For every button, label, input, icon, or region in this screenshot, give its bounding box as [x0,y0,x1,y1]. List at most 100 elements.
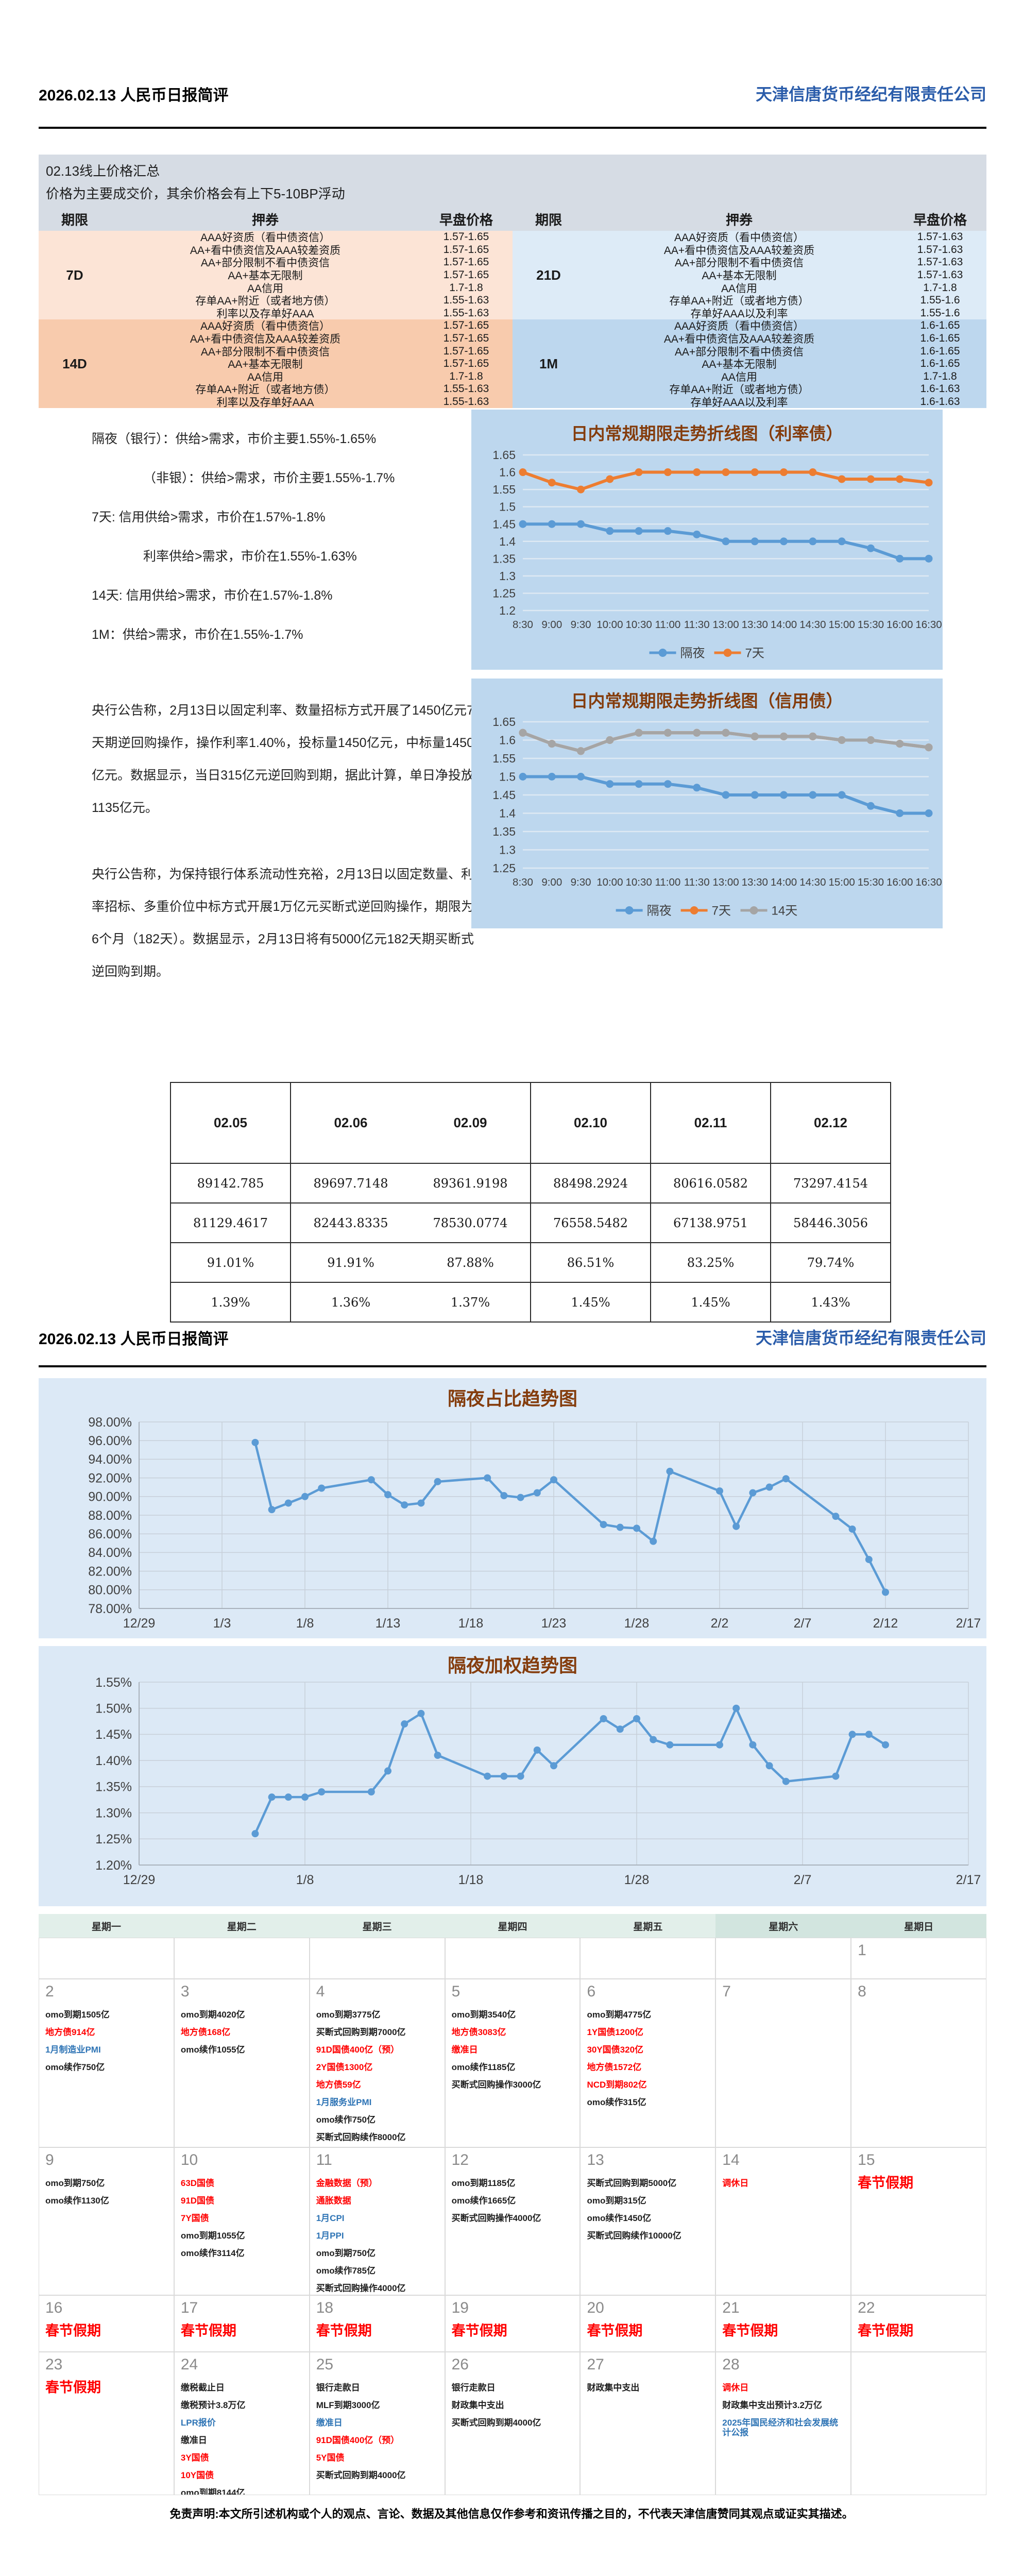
svg-text:13:30: 13:30 [742,876,768,888]
weekday-cell: 星期六 [715,1914,851,1938]
calendar-event: 2Y国债1300亿 [316,2062,373,2072]
overnight-wavg-trend-chart: 隔夜加权趋势图 1.55% 1.50% 1.45% 1.40% 1.35% 1.30% 1.2… [39,1646,986,1906]
price-table-half: 期限 押券 早盘价格 7D AAA好资质（看中债资信） 1.57-1.65 AA+看中债资信… [39,207,513,409]
calendar-event: omo到期3775亿 [316,2010,381,2020]
tenor-rows: AAA好资质（看中债资信） 1.57-1.65 AA+看中债资信及AAA较差资质 1.… [111,231,513,320]
collateral-desc: 存单AA+附近（或者地方债） [195,384,335,396]
morning-price: 1.6-1.63 [920,396,960,408]
calendar-cell: 25 银行走款日 MLF到期3000亿 缴准日 91D国债400亿（预） 5Y国债 买断式回… [309,2352,445,2495]
calendar-cell: 19 春节假期 [445,2295,581,2352]
calendar-event: omo到期315亿 [587,2196,646,2206]
price-tenor-block: 21D AAA好资质（看中债资信） 1.57-1.63 AA+看中债资信及AAA较差资… [513,231,986,320]
calendar-day-number: 17 [180,2299,198,2316]
svg-text:1/18: 1/18 [458,1873,484,1887]
calendar-event: 买断式回购到期7000亿 [316,2027,406,2037]
collateral-desc: AAA好资质（看中债资信） [200,232,331,244]
svg-text:隔夜占比趋势图: 隔夜占比趋势图 [448,1388,577,1409]
calendar-day-number: 5 [451,1983,461,2000]
weekday-cell: 星期一 [39,1914,174,1938]
page1-header: 2026.02.13 人民币日报简评 天津信唐货币经纪有限责任公司 [39,81,986,105]
calendar-cell: 12 omo到期1185亿 omo续作1665亿 买断式回购操作4000亿 [445,2147,581,2295]
svg-text:2/7: 2/7 [794,1873,812,1887]
collateral-desc: AA+部分限制不看中债资信 [200,346,330,358]
svg-text:1.55: 1.55 [492,752,516,765]
calendar-cell: 2 omo到期1505亿 地方债914亿 1月制造业PMI omo续作750亿 [39,1979,174,2147]
summary-cell: 67138.9751 [650,1202,771,1243]
calendar-day-number: 21 [722,2299,740,2316]
price-col-header: 押券 [251,212,279,228]
summary-data-row: 91.01% 91.91% 87.88% 86.51% 83.25% 79.74% [170,1242,891,1283]
svg-text:2/7: 2/7 [794,1616,812,1631]
calendar-day-number: 27 [587,2356,604,2373]
price-col-header: 早盘价格 [439,212,493,228]
pboc-paragraph: 央行公告称，为保持银行体系流动性充裕，2月13日以固定数量、利率招标、多重价位中… [92,867,474,979]
calendar-cell: 14 调休日 [715,2147,851,2295]
calendar-event: 63D国债 [180,2178,215,2188]
summary-cell: 82443.8335 [290,1202,411,1243]
calendar-event: omo续作785亿 [316,2266,376,2276]
svg-text:1/28: 1/28 [624,1873,650,1887]
svg-text:12/29: 12/29 [123,1873,156,1887]
calendar-event: 地方债168亿 [180,2027,231,2037]
price-summary-table: 02.13线上价格汇总 价格为主要成交价，其余价格会有上下5-10BP浮动 期限… [39,155,986,409]
calendar-event: 买断式回购到期5000亿 [587,2178,677,2188]
calendar-event: 91D国债400亿（预） [316,2045,400,2055]
calendar-cell: 8 [851,1979,987,2147]
intraday-credit-bonds-chart: 日内常规期限走势折线图（信用债） 1.65 1.6 1.55 1.5 1.45 1.4 1.3… [471,679,943,928]
morning-price: 1.57-1.65 [443,269,489,281]
svg-text:1.35%: 1.35% [95,1780,132,1794]
calendar-event: 通胀数据 [316,2196,351,2206]
price-col-header: 期限 [61,212,88,228]
svg-text:14天: 14天 [772,904,798,918]
calendar-event: 春节假期 [316,2323,372,2338]
tenor-rows: AAA好资质（看中债资信） 1.57-1.63 AA+看中债资信及AAA较差资质 1.… [585,231,986,320]
calendar-day-number: 28 [722,2356,740,2373]
svg-text:11:00: 11:00 [655,876,681,888]
overnight-wavg-trend-svg: 隔夜加权趋势图 1.55% 1.50% 1.45% 1.40% 1.35% 1.30% 1.2… [95,1655,981,1887]
calendar-cell: 23 春节假期 [39,2352,174,2495]
calendar-cell: 9 omo到期750亿 omo续作1130亿 [39,2147,174,2295]
header-rule [39,127,986,129]
price-col-header: 早盘价格 [913,212,967,228]
svg-text:日内常规期限走势折线图（利率债）: 日内常规期限走势折线图（利率债） [571,424,843,443]
morning-price: 1.57-1.65 [443,358,489,370]
calendar-event: 调休日 [722,2383,749,2393]
calendar-cell [445,1938,581,1979]
svg-text:14:30: 14:30 [799,876,826,888]
summary-cell: 89697.7148 [290,1163,411,1204]
price-row: AAA好资质（看中债资信） 1.57-1.65 [111,231,513,244]
calendar-day-number: 8 [858,1983,866,2000]
summary-cell: 1.39% [170,1282,291,1323]
svg-text:1.55: 1.55 [492,483,516,496]
calendar-event: omo续作3114亿 [180,2248,245,2258]
price-tenor-block: 7D AAA好资质（看中债资信） 1.57-1.65 AA+看中债资信及AAA较差资质… [39,231,513,320]
collateral-desc: AA+部分限制不看中债资信 [674,257,804,269]
calendar-event: omo续作315亿 [587,2097,646,2107]
morning-price: 1.6-1.65 [920,358,960,370]
collateral-desc: 存单好AAA以及利率 [690,397,788,409]
calendar-event: 春节假期 [45,2380,101,2395]
collateral-desc: 存单好AAA以及利率 [690,308,788,320]
svg-text:14:00: 14:00 [771,876,797,888]
calendar-weekday-header: 星期一 星期二 星期三 星期四 星期五 星期六 星期日 [39,1914,987,1938]
price-row: AA+基本无限制 1.57-1.63 [585,269,986,282]
svg-text:1.40%: 1.40% [95,1754,132,1768]
calendar-row: 23 春节假期 24 缴税截止日 缴税预计3.8万亿 LPR报价 缴准日 3Y国债 10Y国债 o… [39,2352,987,2495]
summary-cell: 58446.3056 [770,1202,891,1243]
svg-text:14:00: 14:00 [771,619,797,631]
calendar-event: 地方债1572亿 [587,2062,642,2072]
calendar-day-number: 12 [451,2151,469,2168]
svg-text:7天: 7天 [712,904,731,918]
weekday-cell: 星期四 [445,1914,581,1938]
calendar-day-number: 23 [45,2356,63,2373]
price-row: AA+基本无限制 1.6-1.65 [585,358,986,370]
price-row: AA+看中债资信及AAA较差资质 1.6-1.65 [585,332,986,345]
calendar-day-number: 6 [587,1983,596,2000]
calendar-day-number: 15 [858,2151,875,2168]
svg-text:9:00: 9:00 [541,876,562,888]
calendar-cell: 20 春节假期 [580,2295,716,2352]
collateral-desc: AA+看中债资信及AAA较差资质 [190,244,341,257]
price-row: 利率以及存单好AAA 1.55-1.63 [111,307,513,320]
calendar-cell: 28 调休日 财政集中支出预计3.2万亿 2025年国民经济和社会发展统计公报 [715,2352,851,2495]
morning-price: 1.57-1.65 [443,332,489,345]
